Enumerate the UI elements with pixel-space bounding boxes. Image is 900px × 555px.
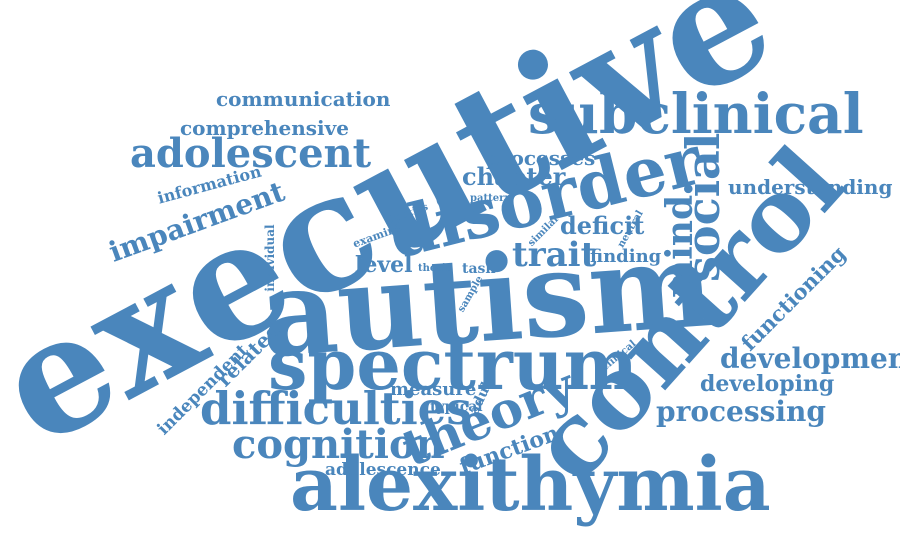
word-trait: trait bbox=[512, 235, 597, 275]
word-understanding: understanding bbox=[728, 175, 893, 199]
word-measure: measure bbox=[390, 379, 477, 400]
word-mind: mind bbox=[659, 194, 701, 298]
word-processing: processing bbox=[656, 395, 826, 428]
word-level: level bbox=[355, 252, 413, 278]
word-processes: processes bbox=[486, 146, 596, 170]
word-alexithymia: alexithymia bbox=[290, 442, 771, 528]
word-adolescence: adolescence bbox=[325, 460, 441, 480]
word-adolescent: adolescent bbox=[130, 130, 372, 177]
word-subclinical: subclinical bbox=[528, 81, 864, 146]
word-deficit: deficit bbox=[560, 211, 645, 240]
word-communication: communication bbox=[216, 87, 391, 111]
word-task: task bbox=[462, 261, 496, 277]
word-difficulties: difficulties bbox=[200, 382, 472, 435]
word-cognition: cognition bbox=[232, 421, 445, 468]
word-chapter: chapter bbox=[462, 162, 566, 191]
word-development: development bbox=[720, 342, 900, 375]
word-typical: typical bbox=[430, 399, 483, 415]
word-pattern: pattern bbox=[470, 193, 512, 204]
word-spectrum: spectrum bbox=[268, 323, 638, 406]
word-developing: developing bbox=[700, 371, 835, 397]
word-thesis: thesis bbox=[418, 263, 452, 274]
word-individual: individual bbox=[263, 224, 277, 292]
word-finding: finding bbox=[590, 246, 662, 267]
word-comprehensive: comprehensive bbox=[180, 116, 349, 140]
